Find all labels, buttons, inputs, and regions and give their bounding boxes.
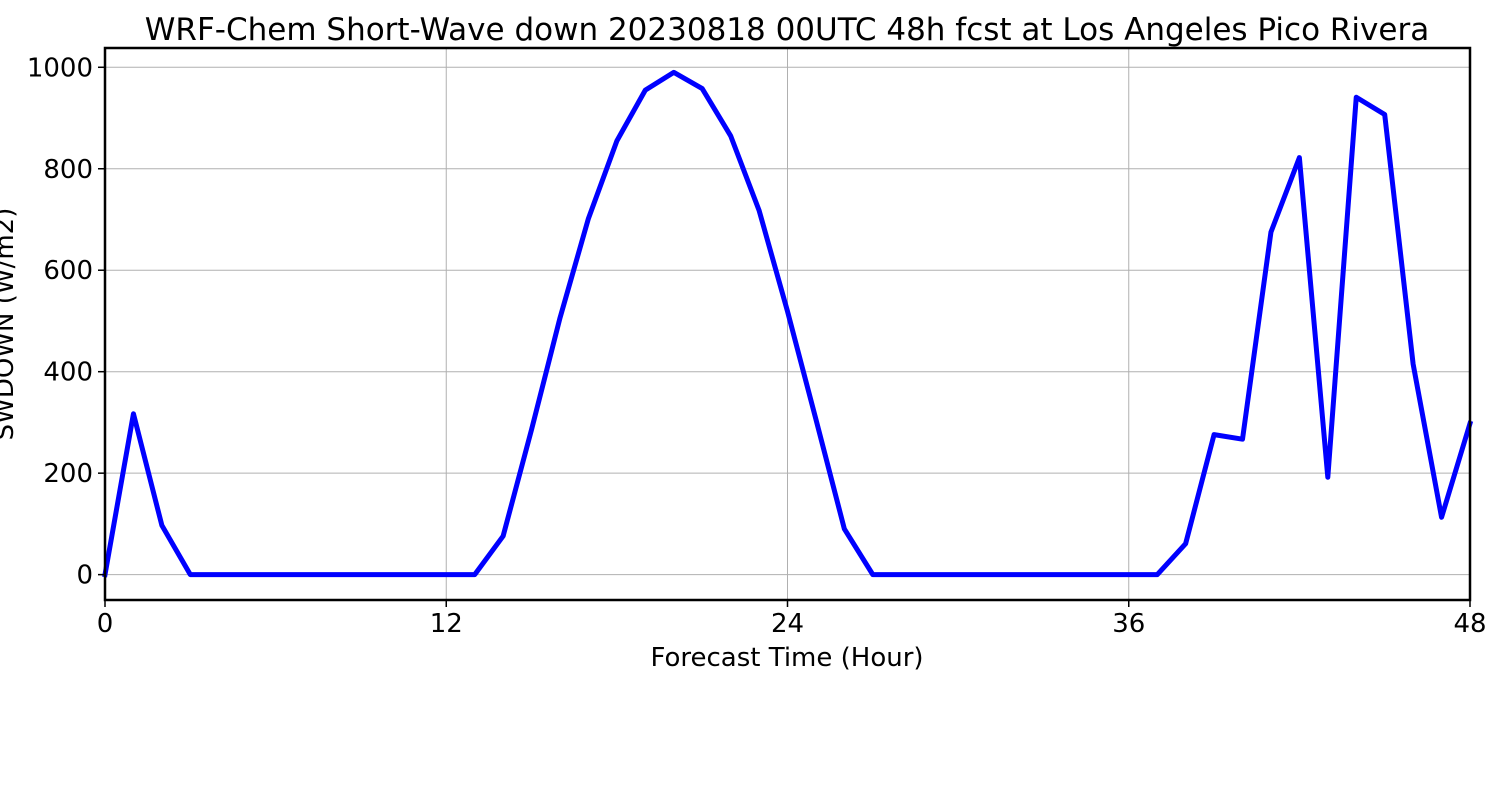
data-point xyxy=(1014,573,1016,576)
x-tick-label: 48 xyxy=(1453,609,1486,639)
data-point xyxy=(616,140,618,142)
data-point xyxy=(1071,573,1073,576)
data-point xyxy=(843,528,846,530)
y-tick-label: 600 xyxy=(43,256,93,286)
data-point xyxy=(559,317,561,319)
data-point xyxy=(274,573,277,576)
data-point xyxy=(1213,433,1215,436)
data-point xyxy=(1270,231,1272,233)
data-point xyxy=(985,573,988,576)
data-point xyxy=(1184,542,1187,545)
data-point xyxy=(1440,516,1443,519)
data-point xyxy=(729,134,732,137)
data-point xyxy=(189,573,192,576)
data-point xyxy=(161,524,163,527)
data-point xyxy=(530,428,533,431)
data-point xyxy=(217,573,220,576)
x-tick-label: 12 xyxy=(430,609,463,639)
data-point xyxy=(1127,573,1130,576)
data-point xyxy=(360,573,362,576)
data-point xyxy=(1156,573,1158,576)
x-tick-label: 0 xyxy=(97,609,114,639)
data-point xyxy=(417,573,419,576)
data-point xyxy=(1298,156,1301,159)
data-point xyxy=(132,413,135,415)
data-point xyxy=(928,573,931,576)
y-tick-label: 400 xyxy=(43,358,93,388)
data-point xyxy=(900,573,903,576)
data-point xyxy=(1099,573,1102,576)
data-point xyxy=(872,573,874,576)
y-axis-label: SWDOWN (W/m2) xyxy=(0,208,20,441)
data-point xyxy=(701,87,703,90)
data-point xyxy=(1241,438,1244,440)
data-point xyxy=(331,573,334,576)
data-point xyxy=(672,71,675,74)
data-point xyxy=(644,89,647,91)
grid xyxy=(104,48,1471,600)
data-point xyxy=(1042,573,1045,576)
data-point xyxy=(786,310,789,313)
data-point xyxy=(1383,113,1386,116)
data-point xyxy=(587,217,590,220)
chart-title: WRF-Chem Short-Wave down 20230818 00UTC … xyxy=(145,12,1429,48)
axis-ticks: 0 12 24 36 48 0 200 400 600 800 1000 xyxy=(27,53,1487,639)
y-tick-label: 1000 xyxy=(27,53,93,83)
data-point xyxy=(1327,476,1329,479)
data-point xyxy=(815,418,817,421)
y-tick-label: 200 xyxy=(43,459,93,489)
data-point xyxy=(303,573,305,576)
data-point xyxy=(445,573,448,576)
data-point xyxy=(758,209,760,212)
data-point xyxy=(388,573,391,576)
x-axis-label: Forecast Time (Hour) xyxy=(650,643,923,673)
data-point xyxy=(473,573,476,576)
data-point xyxy=(1355,96,1358,99)
data-point xyxy=(502,535,504,537)
data-point xyxy=(957,573,959,576)
data-point xyxy=(1412,363,1414,365)
y-tick-label: 0 xyxy=(76,561,93,591)
x-tick-label: 36 xyxy=(1112,609,1145,639)
y-tick-label: 800 xyxy=(43,155,93,185)
x-tick-label: 24 xyxy=(771,609,804,639)
data-point xyxy=(246,573,248,576)
